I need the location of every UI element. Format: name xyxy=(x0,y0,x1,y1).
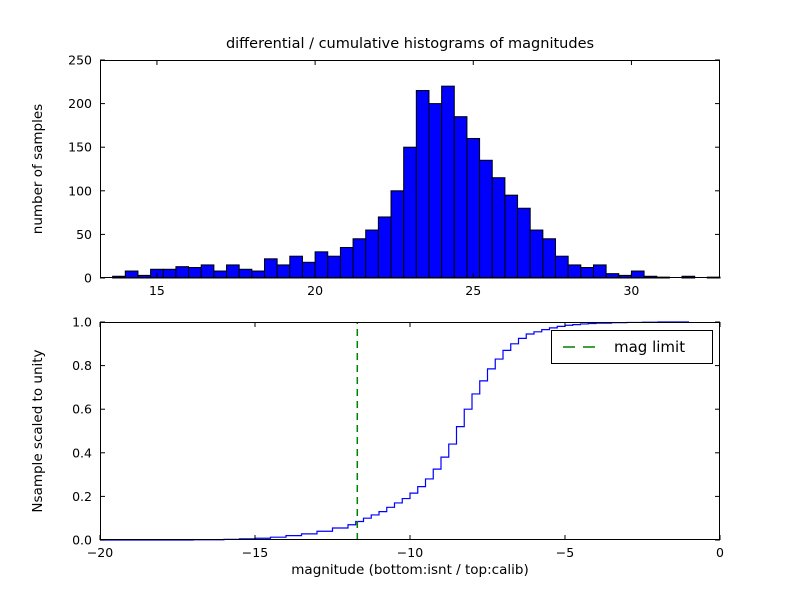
histogram-bar xyxy=(377,216,392,279)
histogram-bar xyxy=(289,255,303,279)
bottom-y-axis-label: Nsample scaled to unity xyxy=(30,349,46,513)
histogram-bar xyxy=(390,190,405,279)
histogram-bar xyxy=(630,270,645,279)
axes-frame xyxy=(100,60,720,278)
y-tick-label: 100 xyxy=(68,183,92,198)
histogram-bar xyxy=(453,116,468,279)
histogram-bar xyxy=(580,267,594,279)
x-tick-label: 30 xyxy=(623,283,639,298)
y-tick-label: 0.0 xyxy=(72,533,92,548)
histogram-bar xyxy=(365,229,379,279)
cumulative-histogram-plot: −20 −15 −10 −5 0 0.0 0.2 0.4 0.6 0.8 1.0 xyxy=(72,315,724,561)
x-tick-label: 20 xyxy=(307,283,323,298)
x-tick-label: −20 xyxy=(87,545,113,560)
top-y-axis-label: number of samples xyxy=(30,103,46,235)
histogram-bar xyxy=(124,270,139,279)
histogram-bar xyxy=(441,85,455,279)
y-tick-label: 0.8 xyxy=(72,358,92,373)
histogram-bar xyxy=(327,255,341,279)
y-tick-label: 0.4 xyxy=(72,445,92,460)
legend-box: mag limit xyxy=(551,330,713,364)
y-tick-label: 200 xyxy=(68,96,92,111)
y-tick-label: 150 xyxy=(68,140,92,155)
x-tick-label: −5 xyxy=(556,545,574,560)
histogram-bar xyxy=(415,90,430,279)
y-tick-label: 250 xyxy=(68,53,92,68)
histogram-bar xyxy=(188,267,202,279)
histogram-bar xyxy=(403,146,417,279)
dashed-line-icon xyxy=(563,346,603,348)
histogram-bar xyxy=(213,270,228,279)
y-tick-label: 0.6 xyxy=(72,402,92,417)
histogram-bar xyxy=(238,268,253,279)
histogram-bar xyxy=(517,207,531,279)
histogram-bar xyxy=(162,268,177,279)
histogram-bar xyxy=(567,264,582,279)
axes-frame xyxy=(100,322,720,540)
histogram-bar xyxy=(529,229,544,279)
x-tick-label: 0 xyxy=(716,545,724,560)
x-tick-label: 25 xyxy=(465,283,481,298)
histogram-bar xyxy=(314,251,329,279)
x-tick-label: −15 xyxy=(242,545,268,560)
cumulative-curve xyxy=(100,321,689,541)
histogram-bar xyxy=(555,255,569,279)
histogram-bar xyxy=(479,159,493,279)
legend-label: mag limit xyxy=(614,338,686,356)
x-tick-label: −10 xyxy=(397,545,423,560)
x-axis-label: magnitude (bottom:isnt / top:calib) xyxy=(291,562,529,578)
histogram-bar xyxy=(301,261,316,279)
y-tick-label: 0 xyxy=(84,271,92,286)
histogram-bar xyxy=(466,137,481,279)
y-tick-label: 0.2 xyxy=(72,489,92,504)
histogram-bar xyxy=(592,264,607,279)
histogram-bar xyxy=(263,258,278,279)
histogram-bar xyxy=(200,264,215,279)
histogram-bar xyxy=(251,270,265,279)
histogram-bar xyxy=(226,264,240,279)
y-tick-label: 50 xyxy=(76,227,92,242)
histogram-bar xyxy=(339,246,354,279)
histogram-bar xyxy=(428,103,443,279)
histogram-bar xyxy=(352,238,367,279)
histogram-bar xyxy=(491,177,506,279)
histogram-bar xyxy=(276,264,291,279)
histogram-bar xyxy=(175,266,190,279)
histogram-bar xyxy=(542,238,557,279)
chart-title: differential / cumulative histograms of … xyxy=(225,36,595,52)
x-tick-label: 15 xyxy=(149,283,165,298)
differential-histogram-plot: 15 20 25 30 0 50 100 150 200 250 xyxy=(68,53,721,298)
y-tick-label: 1.0 xyxy=(72,315,92,330)
histogram-bar xyxy=(504,194,519,279)
